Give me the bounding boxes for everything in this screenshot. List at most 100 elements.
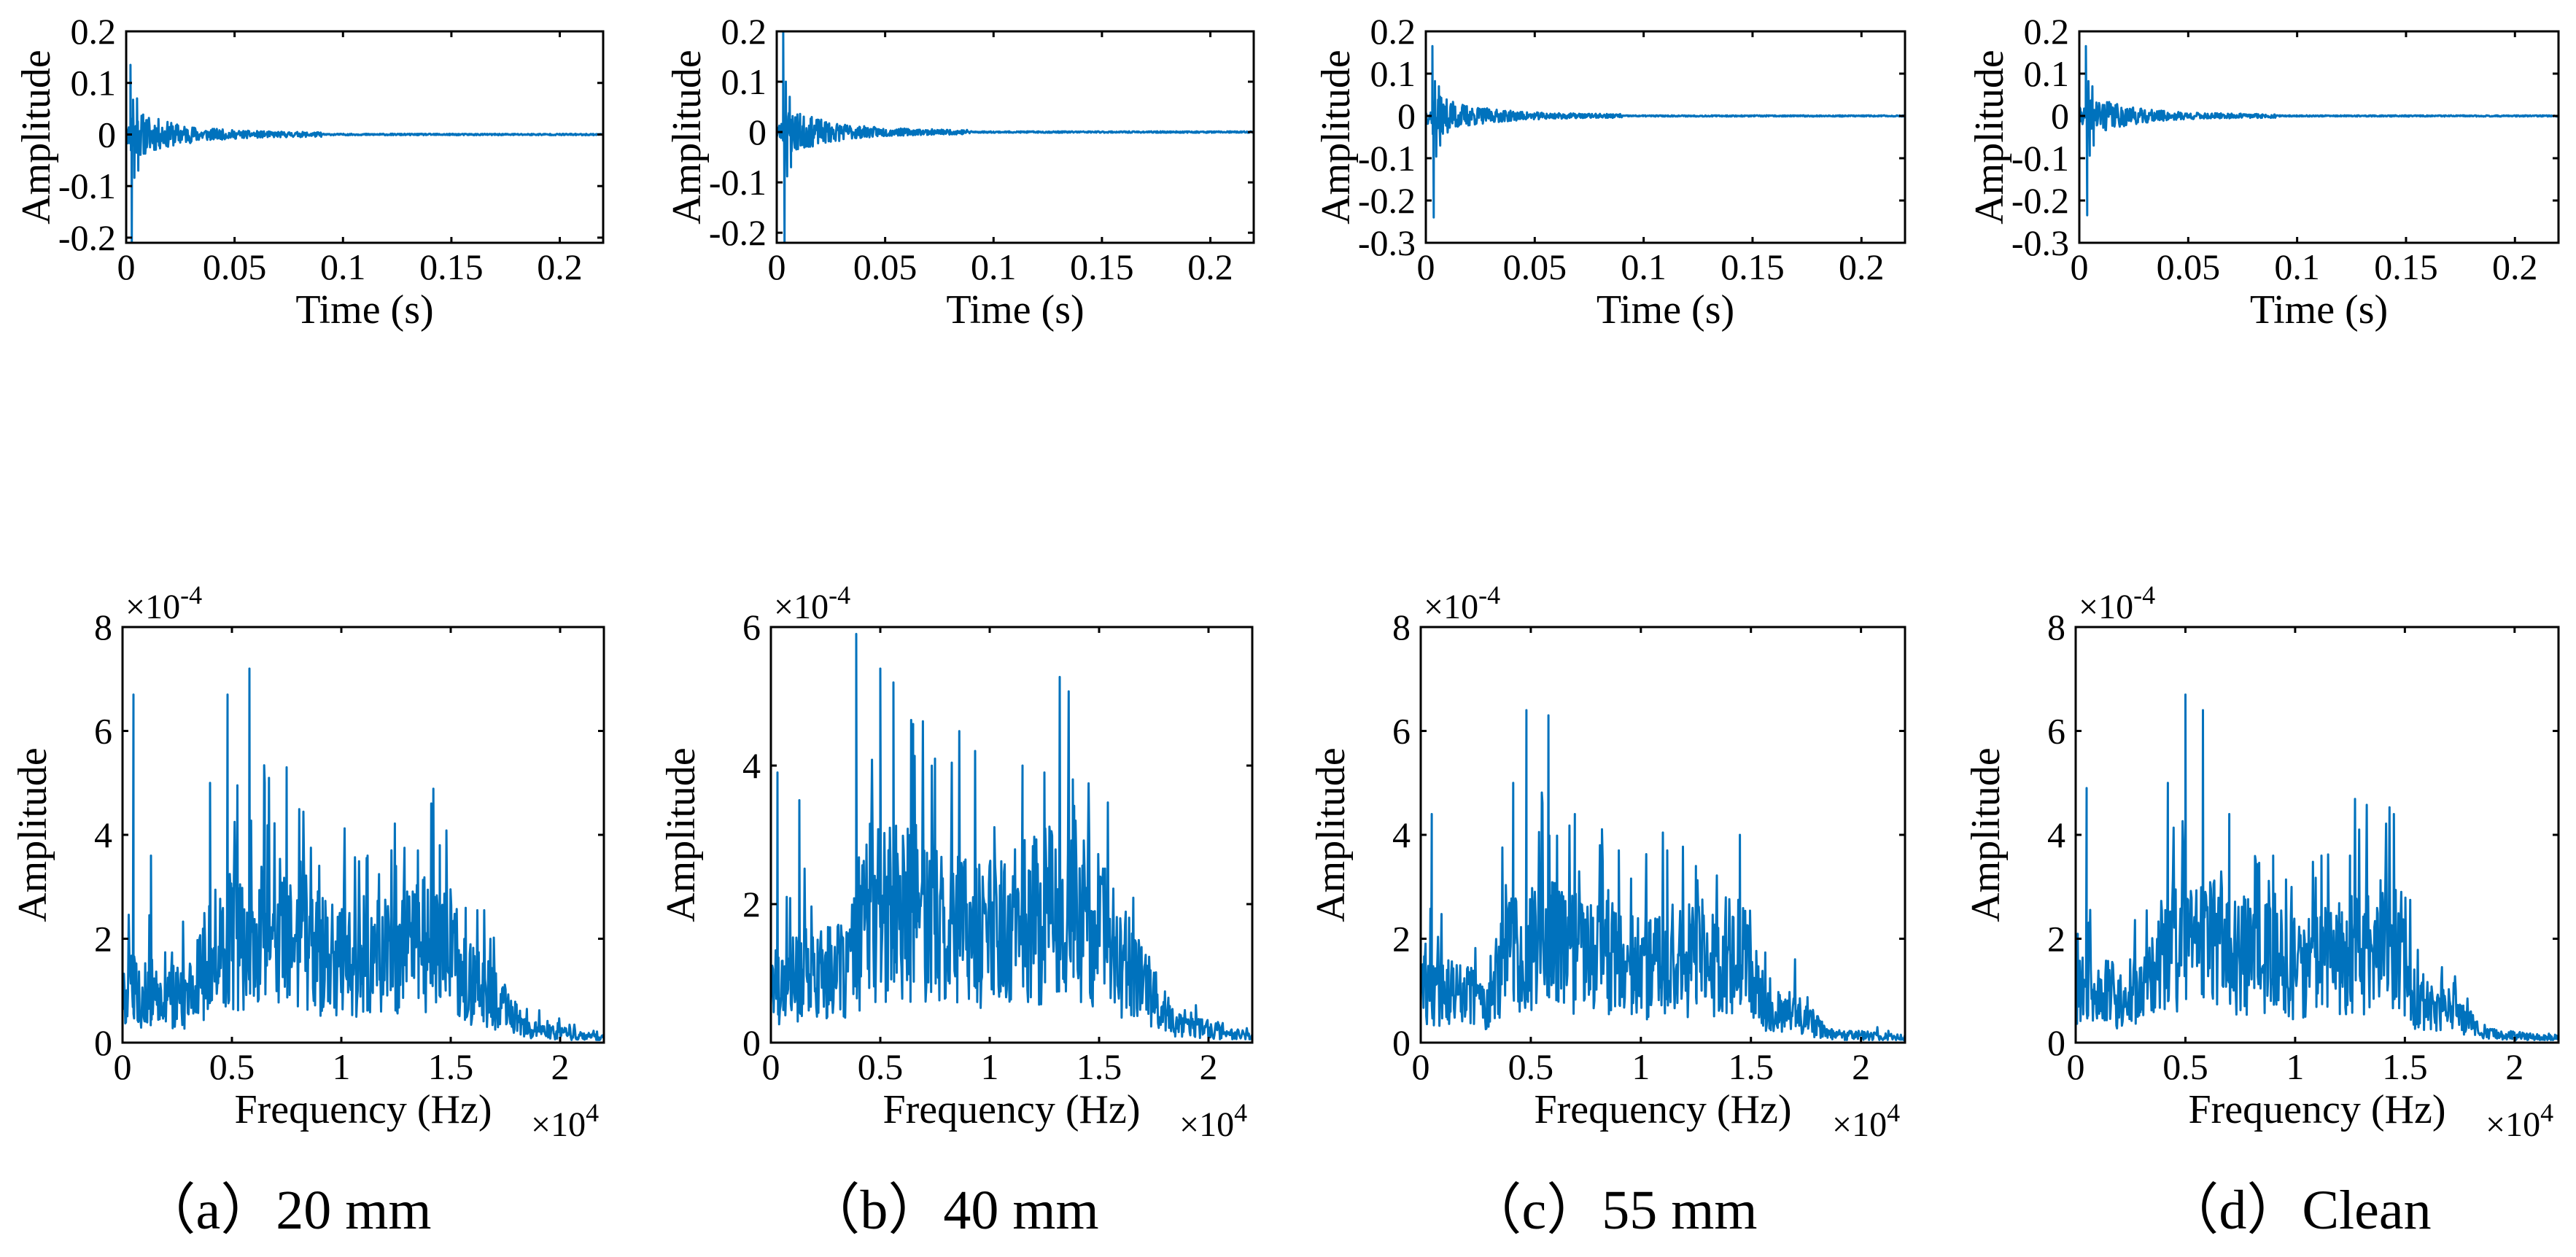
y-axis-title: Amplitude xyxy=(10,747,55,922)
x-tick-label: 0.5 xyxy=(2162,1046,2208,1087)
x-tick-label: 0.2 xyxy=(2492,246,2538,287)
x-tick-label: 0.2 xyxy=(1187,246,1233,287)
panel-c-freq: 0 0.5 1 1.5 2 0 2 4 6 8 Frequency (Hz) Amplitude ×10… xyxy=(1308,580,1906,1144)
y-tick-label: -0.1 xyxy=(2011,138,2069,179)
x-axis-title: Frequency (Hz) xyxy=(883,1087,1141,1132)
x-axis-title: Frequency (Hz) xyxy=(235,1087,492,1132)
x-tick-label: 1.5 xyxy=(1076,1046,1122,1087)
x-axis-title: Time (s) xyxy=(946,287,1084,332)
series-line-a-freq xyxy=(122,667,605,1041)
x-tick-label: 0 xyxy=(762,1046,780,1087)
y-tick-label: -0.2 xyxy=(709,212,767,253)
x-tick-label: 0 xyxy=(117,246,136,287)
x-tick-label: 0.1 xyxy=(320,246,366,287)
y-tick-label: 2 xyxy=(742,884,761,925)
y-axis-title: Amplitude xyxy=(1314,50,1359,225)
y-tick-label: 0 xyxy=(742,1022,761,1063)
y-multiplier: ×10-4 xyxy=(125,580,202,626)
caption-2: （c）55 mm xyxy=(1467,1180,1758,1241)
x-tick-label: 0 xyxy=(2071,246,2089,287)
x-tick-label: 0.05 xyxy=(203,246,267,287)
y-tick-label: 0.2 xyxy=(721,11,767,52)
y-axis-title: Amplitude xyxy=(1967,50,2012,225)
x-tick-label: 0.5 xyxy=(858,1046,904,1087)
y-tick-label: 0 xyxy=(1397,96,1416,136)
panel-b-freq: 0 0.5 1 1.5 2 0 2 4 6 Frequency (Hz) Amplitude ×10-… xyxy=(659,580,1254,1144)
x-tick-label: 0.5 xyxy=(209,1046,255,1087)
series-line-c-time xyxy=(1424,44,1906,219)
y-tick-label: 0 xyxy=(94,1022,112,1063)
x-tick-label: 0.05 xyxy=(853,246,917,287)
x-tick-label: 0.15 xyxy=(2374,246,2438,287)
x-axis-title: Time (s) xyxy=(2250,287,2388,332)
y-tick-label: -0.2 xyxy=(1358,180,1416,221)
x-tick-label: 0.15 xyxy=(419,246,484,287)
y-multiplier: ×10-4 xyxy=(1424,580,1500,626)
y-tick-label: -0.1 xyxy=(58,166,116,206)
y-tick-label: 0 xyxy=(1392,1022,1411,1063)
y-tick-label: 0.2 xyxy=(2024,11,2070,52)
x-tick-label: 0 xyxy=(114,1046,132,1087)
x-tick-label: 0.05 xyxy=(2157,246,2221,287)
axes-box xyxy=(125,30,605,244)
series-line-c-freq xyxy=(1419,709,1906,1041)
y-tick-label: 6 xyxy=(2047,711,2065,752)
y-axis-title: Amplitude xyxy=(664,50,710,225)
y-tick-label: 4 xyxy=(2047,814,2065,855)
x-axis-title: Time (s) xyxy=(295,287,433,332)
y-tick-label: 6 xyxy=(742,607,761,647)
y-axis-title: Amplitude xyxy=(659,747,704,922)
y-tick-label: 6 xyxy=(1392,711,1411,752)
x-tick-label: 1.5 xyxy=(428,1046,474,1087)
x-tick-label: 1 xyxy=(333,1046,351,1087)
series-line-d-time xyxy=(2078,44,2560,217)
series-line-b-time xyxy=(775,30,1255,244)
y-tick-label: 4 xyxy=(1392,814,1411,855)
x-tick-label: 0.05 xyxy=(1503,246,1567,287)
x-tick-label: 0.1 xyxy=(2274,246,2320,287)
y-tick-label: 0 xyxy=(98,114,116,155)
x-tick-label: 0 xyxy=(2067,1046,2085,1087)
y-tick-label: 0.1 xyxy=(2024,53,2070,94)
y-tick-label: 0.1 xyxy=(71,63,117,104)
y-tick-label: 2 xyxy=(1392,919,1411,960)
x-tick-label: 0.5 xyxy=(1508,1046,1554,1087)
x-tick-label: 1.5 xyxy=(1728,1046,1774,1087)
y-tick-label: 0.1 xyxy=(721,61,767,102)
x-tick-label: 2 xyxy=(2505,1046,2523,1087)
series-line-d-freq xyxy=(2074,693,2560,1041)
y-tick-label: -0.1 xyxy=(709,162,767,203)
panel-b-time: 0 0.05 0.1 0.15 0.2 -0.2 -0.1 0 0.1 0.2 Time (s) Am… xyxy=(664,11,1255,332)
x-axis-title: Frequency (Hz) xyxy=(2189,1087,2446,1132)
y-tick-label: 0.2 xyxy=(1370,11,1416,52)
x-tick-label: 0 xyxy=(1412,1046,1430,1087)
x-tick-label: 0.1 xyxy=(1621,246,1667,287)
x-tick-label: 2 xyxy=(1852,1046,1870,1087)
x-tick-label: 0 xyxy=(1417,246,1435,287)
y-tick-label: 2 xyxy=(94,919,112,960)
x-multiplier: ×104 xyxy=(1832,1098,1900,1144)
y-tick-label: 0 xyxy=(748,112,767,152)
y-multiplier: ×10-4 xyxy=(774,580,850,626)
series-line-a-time xyxy=(125,63,605,244)
caption-3: （d）Clean xyxy=(2163,1180,2431,1241)
x-tick-label: 0 xyxy=(768,246,786,287)
y-tick-label: 2 xyxy=(2047,919,2065,960)
panel-a-freq: 0 0.5 1 1.5 2 0 2 4 6 8 Frequency (Hz) Amplitude ×10… xyxy=(10,580,605,1144)
x-tick-label: 1 xyxy=(981,1046,999,1087)
axes-box xyxy=(769,626,1254,1044)
x-tick-label: 0.2 xyxy=(1839,246,1885,287)
x-tick-label: 0.15 xyxy=(1070,246,1134,287)
y-tick-label: 0.1 xyxy=(1370,53,1416,94)
x-tick-label: 0.15 xyxy=(1720,246,1785,287)
x-multiplier: ×104 xyxy=(2486,1098,2553,1144)
y-tick-label: 8 xyxy=(94,607,112,647)
x-axis-title: Time (s) xyxy=(1597,287,1734,332)
y-tick-label: -0.1 xyxy=(1358,138,1416,179)
axes-box xyxy=(2078,30,2560,244)
x-tick-label: 1 xyxy=(1632,1046,1650,1087)
